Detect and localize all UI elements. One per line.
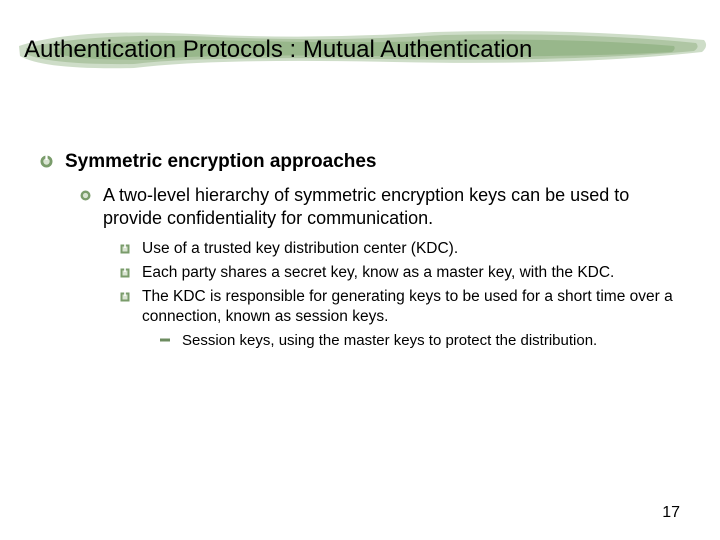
lvl2-text: A two-level hierarchy of symmetric encry… xyxy=(103,184,680,231)
list-item: Each party shares a secret key, know as … xyxy=(120,263,680,283)
bullet-lvl3-icon xyxy=(120,244,130,254)
list-item: Use of a trusted key distribution center… xyxy=(120,239,680,259)
page-number: 17 xyxy=(662,504,680,522)
list-item: Session keys, using the master keys to p… xyxy=(160,331,680,351)
list-item: The KDC is responsible for generating ke… xyxy=(120,287,680,327)
slide-body: Symmetric encryption approaches A two-le… xyxy=(40,150,680,355)
bullet-lvl4-icon xyxy=(160,336,170,344)
list-item: Symmetric encryption approaches xyxy=(40,150,680,174)
title-area: Authentication Protocols : Mutual Authen… xyxy=(24,36,696,65)
lvl3-text: The KDC is responsible for generating ke… xyxy=(142,287,680,327)
bullet-lvl1-icon xyxy=(40,155,53,168)
lvl3-text: Each party shares a secret key, know as … xyxy=(142,263,614,283)
slide: Authentication Protocols : Mutual Authen… xyxy=(0,0,720,540)
list-item: A two-level hierarchy of symmetric encry… xyxy=(80,184,680,231)
slide-title: Authentication Protocols : Mutual Authen… xyxy=(24,36,696,65)
lvl3-text: Use of a trusted key distribution center… xyxy=(142,239,458,259)
lvl4-text: Session keys, using the master keys to p… xyxy=(182,331,597,351)
bullet-lvl3-icon xyxy=(120,268,130,278)
lvl1-text: Symmetric encryption approaches xyxy=(65,150,377,174)
bullet-lvl3-icon xyxy=(120,292,130,302)
bullet-lvl2-icon xyxy=(80,190,91,201)
